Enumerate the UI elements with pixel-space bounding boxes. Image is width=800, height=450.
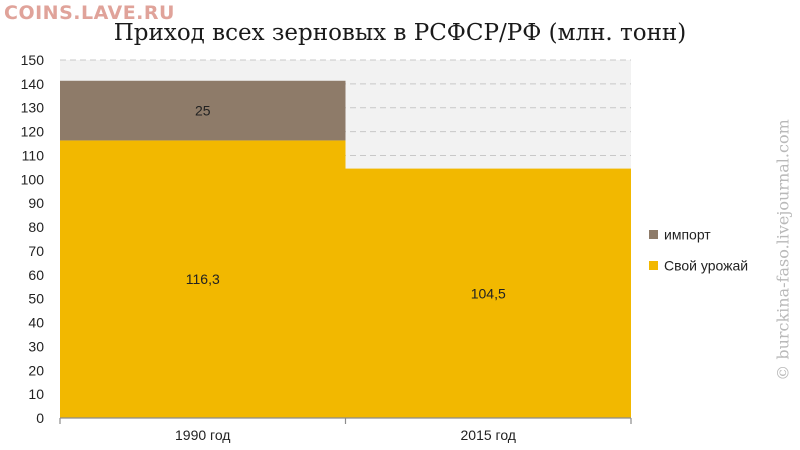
y-tick-label: 30	[28, 338, 44, 354]
y-tick-label: 120	[21, 124, 45, 140]
y-tick-label: 90	[28, 195, 44, 211]
axes	[59, 417, 632, 424]
x-axis-labels: 1990 год 2015 год	[175, 427, 516, 443]
y-tick-label: 20	[28, 362, 44, 378]
y-tick-label: 140	[21, 76, 45, 92]
bar-own-harvest-1	[60, 140, 346, 418]
data-label: 104,5	[471, 285, 506, 301]
data-label: 116,3	[186, 271, 220, 287]
legend: импорт Свой урожай	[649, 227, 748, 274]
legend-label: Свой урожай	[664, 258, 748, 274]
x-category-label: 1990 год	[175, 427, 230, 443]
y-tick-label: 10	[28, 386, 44, 402]
bars: 116,3 25 104,5	[60, 80, 631, 418]
y-tick-label: 60	[28, 267, 44, 283]
x-category-label: 2015 год	[461, 427, 516, 443]
chart-title: Приход всех зерновых в РСФСР/РФ (млн. то…	[113, 20, 687, 46]
bar-import-1	[60, 80, 346, 141]
legend-swatch	[649, 230, 658, 239]
data-label: 25	[195, 103, 211, 119]
y-tick-label: 0	[36, 410, 44, 426]
legend-swatch	[649, 261, 658, 270]
y-tick-label: 80	[28, 219, 44, 235]
y-tick-label: 50	[28, 291, 44, 307]
site-watermark: COINS.LAVE.RU	[4, 2, 175, 24]
y-tick-label: 100	[21, 171, 45, 187]
y-tick-label: 70	[28, 243, 44, 259]
y-tick-label: 40	[28, 315, 44, 331]
y-tick-label: 130	[21, 100, 45, 116]
legend-label: импорт	[664, 227, 711, 243]
y-axis-ticks: 0 10 20 30 40 50 60 70 80 90 100 110 120 130 140 150	[21, 52, 45, 426]
y-tick-label: 110	[22, 147, 45, 163]
y-tick-label: 150	[21, 52, 45, 68]
bar-own-harvest-2	[345, 168, 631, 418]
